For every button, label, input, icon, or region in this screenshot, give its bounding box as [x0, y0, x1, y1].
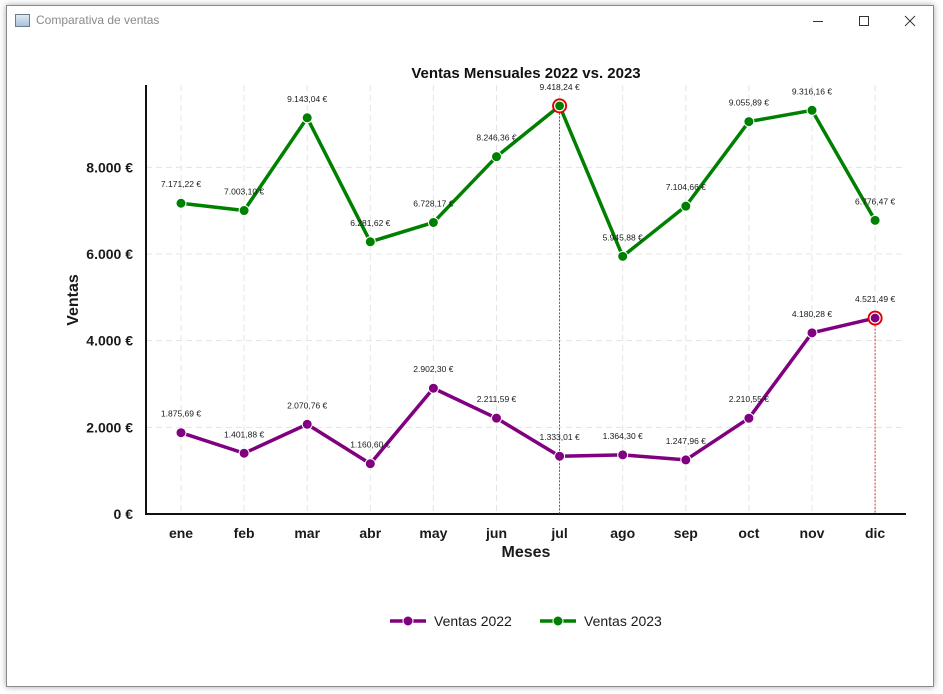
legend-item: Ventas 2022 [390, 613, 512, 629]
minimize-button[interactable] [795, 6, 841, 36]
x-tick-label: may [419, 525, 447, 541]
data-point [491, 151, 502, 163]
axes [145, 85, 906, 515]
data-label: 1.401,88 € [224, 429, 264, 439]
series-layer [175, 98, 883, 514]
maximize-button[interactable] [841, 6, 887, 36]
data-label: 1.160,60 € [350, 440, 390, 450]
data-point [617, 449, 629, 461]
data-point [175, 197, 187, 209]
data-label: 8.246,36 € [476, 133, 516, 143]
x-tick-label: feb [234, 525, 255, 541]
data-label: 1.333,01 € [540, 432, 580, 442]
data-point [869, 214, 881, 226]
x-tick-label: oct [738, 525, 759, 541]
data-point [301, 112, 313, 124]
x-tick-label: jun [485, 525, 507, 541]
data-label: 4.521,49 € [855, 294, 895, 304]
app-window: Comparativa de ventas [6, 5, 934, 687]
window-title: Comparativa de ventas [36, 13, 160, 27]
close-button[interactable] [887, 6, 933, 36]
x-tick-label: nov [800, 525, 825, 541]
data-label: 2.210,55 € [729, 394, 769, 404]
data-label: 7.171,22 € [161, 179, 201, 189]
data-point [175, 427, 187, 439]
data-label: 9.316,16 € [792, 86, 832, 96]
minimize-icon [813, 21, 823, 22]
x-tick-label: ene [169, 525, 193, 541]
data-point [680, 454, 692, 466]
data-point [427, 216, 439, 228]
data-point [743, 412, 755, 424]
y-tick-label: 2.000 € [86, 419, 133, 435]
data-point [869, 312, 881, 324]
data-label: 1.364,30 € [603, 431, 643, 441]
data-label: 4.180,28 € [792, 309, 832, 319]
series-line [180, 316, 876, 466]
x-tick-label: dic [865, 525, 885, 541]
data-label: 2.902,30 € [413, 364, 453, 374]
series-ventas-2022 [175, 310, 883, 514]
y-tick-label: 0 € [114, 506, 134, 522]
data-label: 2.070,76 € [287, 400, 327, 410]
x-axis-label: Meses [502, 544, 551, 561]
data-point [364, 458, 376, 470]
legend-marker [402, 615, 414, 627]
data-point [806, 104, 818, 116]
grid-lines [146, 85, 906, 514]
data-label: 6.281,62 € [350, 218, 390, 228]
data-point [743, 116, 755, 128]
data-point [680, 200, 692, 212]
legend: Ventas 2022 Ventas 2023 [390, 613, 662, 629]
data-point [364, 236, 376, 248]
data-point [427, 382, 439, 394]
data-point [806, 327, 818, 339]
y-tick-label: 8.000 € [86, 159, 133, 175]
legend-label: Ventas 2023 [584, 613, 662, 629]
x-tick-label: jul [550, 525, 567, 541]
legend-marker [552, 615, 564, 627]
data-point [301, 418, 313, 430]
data-label: 6.776,47 € [855, 196, 895, 206]
data-label: 1.875,69 € [161, 409, 201, 419]
data-label: 9.418,24 € [540, 82, 580, 92]
data-labels: 1.875,69 € 1.401,88 € 2.070,76 € 1.160,60 €… [161, 82, 896, 450]
legend-label: Ventas 2022 [434, 613, 512, 629]
series-line [180, 104, 877, 259]
tick-labels: 0 € 2.000 € 4.000 € 6.000 € 8.000 € ene feb mar… [86, 159, 885, 541]
x-tick-label: mar [294, 525, 320, 541]
data-point [553, 100, 566, 112]
data-label: 9.055,89 € [729, 98, 769, 108]
title-bar[interactable]: Comparativa de ventas [7, 6, 933, 36]
data-point [491, 412, 502, 424]
y-tick-label: 4.000 € [86, 333, 133, 349]
data-label: 5.945,88 € [603, 232, 643, 242]
chart-title: Ventas Mensuales 2022 vs. 2023 [411, 65, 640, 82]
x-tick-label: ago [610, 525, 635, 541]
close-icon [904, 15, 916, 27]
data-label: 1.247,96 € [666, 436, 706, 446]
data-point [617, 250, 629, 262]
y-axis-label: Ventas [65, 274, 82, 326]
data-label: 7.003,10 € [224, 187, 264, 197]
data-label: 2.211,59 € [477, 394, 517, 404]
maximize-icon [859, 16, 869, 26]
data-point [238, 447, 250, 459]
x-tick-label: abr [359, 525, 381, 541]
data-point [238, 205, 250, 217]
app-icon [15, 14, 30, 27]
series-ventas-2023 [175, 98, 881, 514]
data-label: 7.104,66 € [666, 182, 706, 192]
data-label: 6.728,17 € [413, 198, 453, 208]
legend-item: Ventas 2023 [540, 613, 662, 629]
data-label: 9.143,04 € [287, 94, 327, 104]
x-tick-label: sep [674, 525, 698, 541]
y-tick-label: 6.000 € [86, 246, 133, 262]
